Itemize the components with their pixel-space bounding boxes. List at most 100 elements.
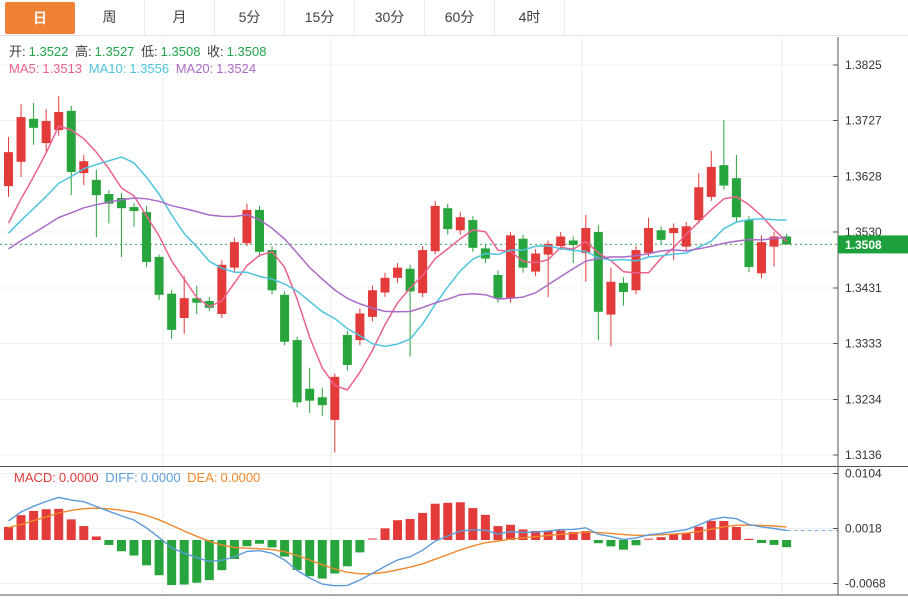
close-label: 收: [207,44,224,59]
ma20-line [8,197,787,313]
macd-hist-bar [518,529,528,540]
candle-body [380,277,390,293]
candle-body [54,111,64,131]
candle-body [229,242,239,268]
macd-hist-bar [769,540,779,545]
macd-hist-bar [744,538,754,540]
candle-body [694,187,704,221]
macd-hist-bar [367,538,377,540]
macd-hist-bar [4,526,13,540]
current-price-tag-text: 1.3508 [845,238,882,252]
tab-day[interactable]: 日 [5,2,75,34]
candle-body [455,217,465,231]
macd-hist-bar [66,519,76,540]
candle-body [556,236,566,247]
candle-body [631,250,641,291]
macd-hist-bar [506,524,515,540]
macd-hist-bar [644,538,654,540]
candle-body [506,235,515,299]
macd-hist-bar [41,509,51,540]
candle-body [744,220,754,268]
macd-hist-bar [116,540,126,552]
macd-tick-label: 0.0104 [845,466,882,480]
tab-week[interactable]: 周 [75,0,145,35]
macd-hist-bar [455,502,465,540]
candle-body [543,243,553,255]
tab-30min[interactable]: 30分 [355,0,425,35]
low-label: 低: [141,44,158,59]
candle-body [367,290,377,317]
current-price-tag [838,235,908,254]
candle-body [493,274,503,299]
ma20-label: MA20: [175,61,214,76]
macd-hist-bar [167,540,177,586]
macd-hist-bar [694,526,704,540]
candle-body [757,242,766,274]
macd-hist-bar [192,540,202,583]
macd-hist-bar [618,540,628,550]
candle-body [280,294,290,342]
candle-body [644,228,654,253]
candle-body [41,121,51,144]
macd-hist-bar [154,540,164,576]
price-tick-label: 1.3628 [845,170,882,184]
tab-15min[interactable]: 15分 [285,0,355,35]
high-value: 1.3527 [94,44,135,59]
candle-body [393,267,403,278]
macd-hist-bar [731,526,741,540]
ma5-label: MA5: [9,61,40,76]
macd-hist-bar [405,519,415,540]
candle-body [167,293,177,330]
macd-readout: MACD: 0.0000 DIFF: 0.0000 DEA: 0.0000 [14,470,263,485]
candle-body [317,397,327,406]
candle-body [355,313,365,341]
macd-hist-bar [342,540,352,567]
candle-body [16,117,26,162]
candle-body [79,161,89,174]
candle-body [91,179,101,196]
diff-value: 0.0000 [140,470,181,485]
candle-body [581,228,591,253]
candle-body [4,152,13,187]
dea-line [8,507,787,575]
price-tick-label: 1.3234 [845,393,882,407]
candle-body [66,110,76,172]
open-label: 开: [9,44,26,59]
macd-hist-bar [556,530,566,540]
candle-body [29,118,39,128]
macd-hist-bar [719,521,729,540]
macd-tick-label: 0.0018 [845,521,882,535]
macd-value: 0.0000 [58,470,99,485]
macd-hist-bar [380,528,390,540]
macd-hist-bar [242,540,252,547]
macd-hist-bar [593,540,603,544]
ma10-value: 1.3556 [129,61,170,76]
candle-body [405,268,415,292]
candle-body [418,250,428,294]
macd-hist-bar [531,530,541,540]
macd-hist-bar [91,536,101,540]
macd-hist-bar [104,540,114,545]
macd-hist-bar [29,510,39,540]
macd-hist-bar [631,540,641,546]
dea-value: 0.0000 [220,470,261,485]
macd-hist-bar [179,540,189,585]
ohlc-readout: 开: 1.3522 高: 1.3527 低: 1.3508 收: 1.3508 [9,41,269,60]
candle-body [468,220,478,248]
ma10-line [7,156,787,348]
tab-month[interactable]: 月 [145,0,215,35]
tab-60min[interactable]: 60分 [425,0,495,35]
tab-4hour[interactable]: 4时 [495,0,565,35]
candle-body [430,205,440,252]
ma5-line [7,125,788,391]
ma-readout: MA5: 1.3513 MA10: 1.3556 MA20: 1.3524 [9,61,259,76]
dea-label: DEA: [187,470,218,485]
interval-tabbar: 日 周 月 5分 15分 30分 60分 4时 [0,0,908,36]
macd-hist-bar [669,534,679,540]
tab-5min[interactable]: 5分 [215,0,285,35]
candle-body [719,165,729,186]
candle-body [681,226,691,247]
macd-hist-bar [606,540,616,547]
macd-hist-bar [493,526,503,540]
macd-hist-bar [681,532,691,540]
